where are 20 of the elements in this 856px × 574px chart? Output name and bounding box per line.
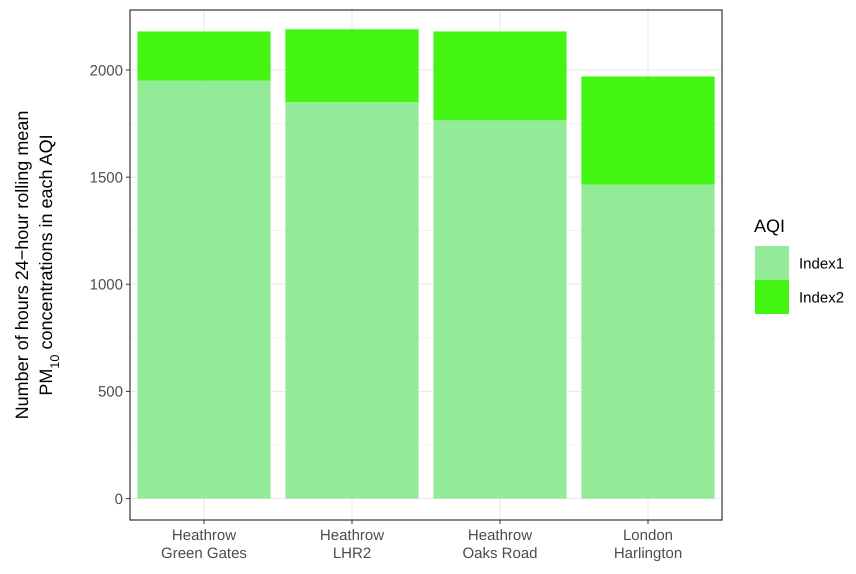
bar: [581, 76, 715, 185]
x-tick-label: Heathrow LHR2: [320, 527, 384, 562]
bar: [137, 80, 271, 499]
bar: [285, 29, 419, 102]
bar: [433, 120, 567, 499]
x-tick-label: Heathrow Green Gates: [161, 527, 247, 562]
y-tick-label: 1500: [90, 169, 123, 186]
bar: [137, 31, 271, 81]
legend-label: Index1: [799, 255, 844, 272]
x-tick-label: Heathrow Oaks Road: [462, 527, 538, 562]
bar: [581, 184, 715, 499]
legend-label: Index2: [799, 289, 844, 306]
legend-title: AQI: [754, 216, 786, 236]
bar: [285, 102, 419, 499]
y-tick-label: 0: [114, 490, 123, 508]
x-tick-label: London Harlington: [614, 527, 682, 562]
y-tick-label: 1000: [90, 276, 123, 294]
bar: [433, 31, 567, 120]
y-tick-label: 2000: [90, 62, 123, 80]
y-tick-label: 500: [98, 384, 123, 401]
